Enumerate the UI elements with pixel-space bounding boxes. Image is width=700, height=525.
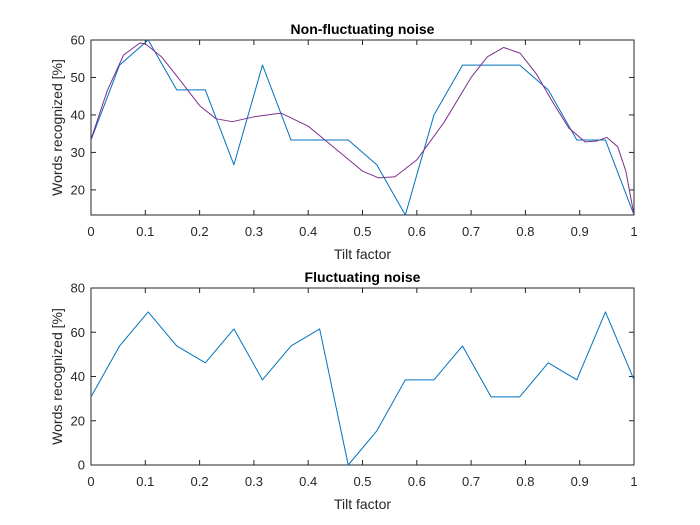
chart-title: Non-fluctuating noise xyxy=(291,21,435,37)
x-tick-label: 0 xyxy=(87,224,94,239)
y-tick-label: 0 xyxy=(78,458,85,473)
x-tick-label: 0.3 xyxy=(245,224,263,239)
x-tick-label: 0.9 xyxy=(571,474,589,489)
x-tick-label: 0.4 xyxy=(299,224,317,239)
x-tick-label: 1 xyxy=(630,224,637,239)
y-tick-label: 50 xyxy=(71,70,85,85)
x-tick-label: 0.9 xyxy=(571,224,589,239)
x-tick-label: 0.2 xyxy=(191,474,209,489)
x-tick-label: 0.6 xyxy=(408,474,426,489)
y-tick-label: 60 xyxy=(71,325,85,340)
x-tick-label: 0.1 xyxy=(136,474,154,489)
x-axis-label: Tilt factor xyxy=(334,496,391,512)
series-line-fit xyxy=(91,42,634,216)
series-line-measured xyxy=(91,311,634,466)
chart-2: 0 0.1 0.2 0.3 0.4 0.5 0.6 0.7 0.8 0.9 1 0 20 40 60 80 Fl… xyxy=(49,269,638,512)
y-tick-label: 20 xyxy=(71,413,85,428)
x-tick-label: 0.8 xyxy=(516,474,534,489)
y-tick-label: 30 xyxy=(71,145,85,160)
x-tick-label: 0.5 xyxy=(353,474,371,489)
plot-area xyxy=(90,287,635,466)
y-tick-label: 60 xyxy=(71,33,85,48)
x-tick-label: 1 xyxy=(630,474,637,489)
y-tick-label: 40 xyxy=(71,369,85,384)
x-tick-label: 0 xyxy=(87,474,94,489)
y-tick-label: 20 xyxy=(71,182,85,197)
x-tick-label: 0.4 xyxy=(299,474,317,489)
x-tick-label: 0.1 xyxy=(136,224,154,239)
x-tick-label: 0.2 xyxy=(191,224,209,239)
chart-title: Fluctuating noise xyxy=(305,269,421,285)
x-axis-label: Tilt factor xyxy=(334,246,391,262)
y-tick-label: 80 xyxy=(71,281,85,296)
x-tick-label: 0.3 xyxy=(245,474,263,489)
y-axis-label: Words recognized [%] xyxy=(49,59,65,196)
x-tick-label: 0.6 xyxy=(408,224,426,239)
plot-area xyxy=(90,39,635,216)
x-tick-label: 0.8 xyxy=(516,224,534,239)
x-tick-label: 0.7 xyxy=(462,474,480,489)
chart-1: 0 0.1 0.2 0.3 0.4 0.5 0.6 0.7 0.8 0.9 1 20 30 40 50 60 N… xyxy=(49,21,638,262)
y-axis-label: Words recognized [%] xyxy=(49,308,65,445)
x-tick-label: 0.5 xyxy=(353,224,371,239)
x-tick-label: 0.7 xyxy=(462,224,480,239)
y-tick-label: 40 xyxy=(71,107,85,122)
